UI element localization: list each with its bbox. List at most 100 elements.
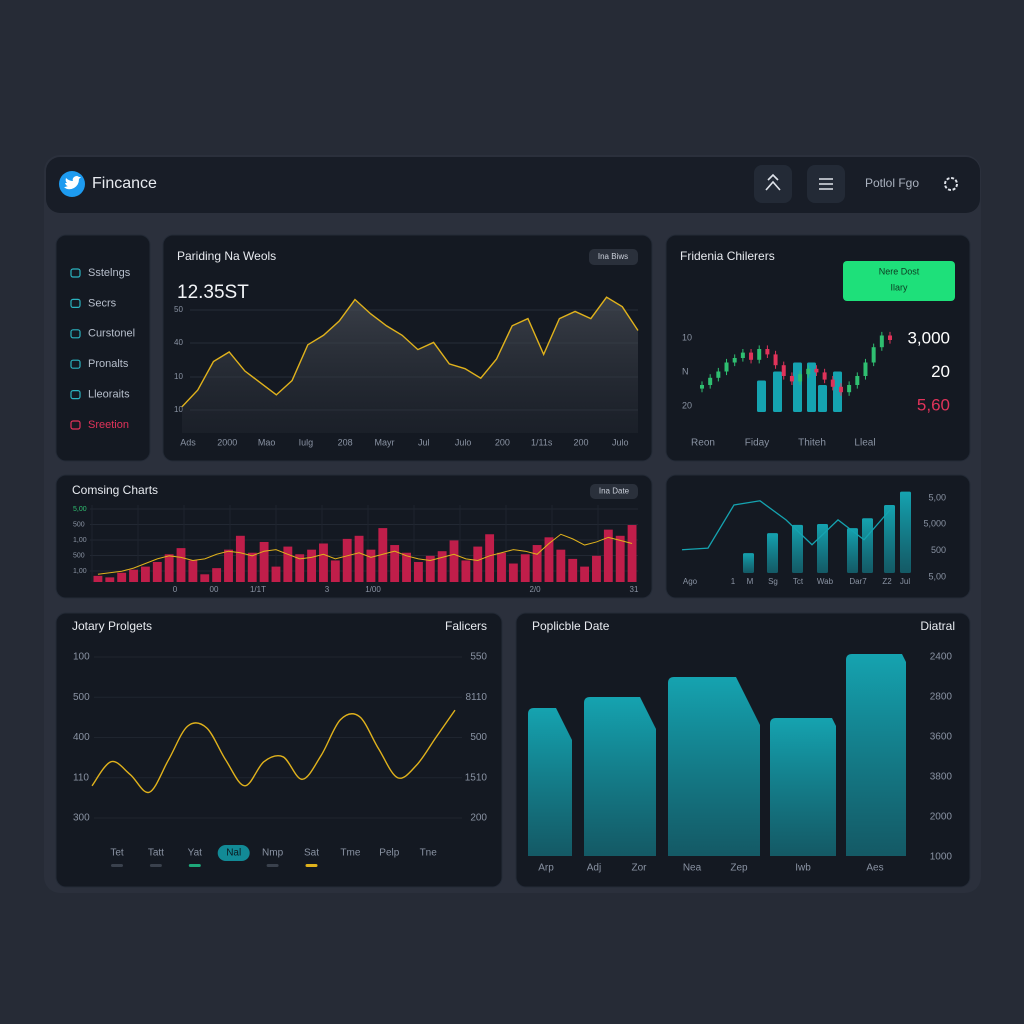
x-tick-label: Nea — [683, 863, 702, 874]
x-tick-label[interactable]: Tatt — [148, 848, 164, 859]
button[interactable] — [843, 261, 955, 301]
badge[interactable] — [589, 249, 638, 265]
x-tick-label: Sg — [768, 577, 778, 586]
menu-item[interactable]: Curstonel — [88, 328, 135, 340]
y-tick-label: 1000 — [930, 852, 953, 863]
x-tick-label: Wab — [817, 577, 834, 586]
profile[interactable]: Potlol Fgo — [865, 176, 919, 190]
x-tick-label: Jul — [418, 437, 430, 447]
x-tick-label[interactable]: Yat — [188, 848, 202, 859]
y-tick-label: 2400 — [930, 652, 953, 663]
menu-item[interactable]: Lleoraits — [88, 389, 130, 401]
selected-pill[interactable] — [217, 845, 250, 861]
bar — [485, 534, 495, 582]
x-tick-label: 208 — [338, 437, 353, 447]
bar — [770, 718, 836, 856]
bar — [402, 552, 411, 582]
bar — [283, 546, 293, 582]
y-tick-label: 20 — [682, 400, 692, 410]
y-tick-label-right: 550 — [470, 652, 487, 663]
bar — [544, 537, 554, 582]
bar — [767, 533, 778, 573]
bar — [580, 566, 590, 582]
line — [97, 533, 633, 575]
menu-item[interactable]: Sstelngs — [88, 267, 131, 279]
candle-body — [838, 386, 843, 393]
y-tick-label: 500 — [931, 545, 946, 555]
y-tick-label: 1,00 — [73, 568, 87, 575]
x-tick-label: Zep — [730, 863, 748, 874]
bar — [532, 545, 542, 582]
bar — [129, 569, 138, 582]
panel-title: Fridenia Chilerers — [680, 249, 775, 263]
x-tick-label[interactable]: Tet — [110, 848, 124, 859]
panel-title: Pariding Na Weols — [177, 249, 276, 263]
brand: Fincance — [92, 175, 157, 192]
x-tick-label[interactable]: Nmp — [262, 848, 284, 859]
y-tick-label-right: 200 — [470, 813, 487, 824]
button-label: Nere Dost — [879, 266, 920, 276]
x-tick-label: Arp — [538, 863, 554, 874]
bar — [568, 558, 578, 582]
bar — [413, 561, 423, 582]
badge[interactable] — [590, 484, 638, 499]
sidebar — [55, 234, 151, 462]
menu-icon — [70, 390, 81, 400]
x-tick-label: Fiday — [745, 438, 769, 449]
x-tick-label: 1/00 — [365, 585, 381, 594]
x-tick-label[interactable]: Pelp — [379, 848, 399, 859]
x-tick-label: 1/11s — [531, 437, 553, 447]
panel-title: Comsing Charts — [72, 483, 158, 497]
bar — [342, 538, 352, 582]
candle-body — [798, 374, 803, 382]
x-tick-label: Aes — [866, 863, 883, 874]
bar — [473, 546, 483, 582]
stat: 3,000 — [907, 328, 950, 347]
menu-icon — [70, 420, 81, 430]
bar — [900, 491, 911, 573]
candle-body — [863, 362, 868, 376]
tab-marker — [188, 864, 201, 867]
bar — [668, 677, 760, 856]
tab-marker — [305, 864, 318, 867]
bar — [508, 563, 518, 582]
bar — [846, 654, 906, 856]
bar — [437, 551, 447, 582]
x-tick-label[interactable]: Sat — [304, 848, 319, 859]
candle-body — [708, 377, 713, 385]
menu-item[interactable]: Sreetion — [88, 419, 129, 431]
settings-icon[interactable] — [944, 177, 958, 191]
panel — [55, 612, 503, 888]
bar — [378, 528, 388, 582]
y-tick-label-right: 1510 — [465, 772, 488, 783]
y-tick-label: 500 — [73, 552, 85, 559]
x-tick-label[interactable]: Tne — [420, 848, 438, 859]
x-tick-label: Dar7 — [849, 577, 867, 586]
x-tick-label[interactable]: Nal — [226, 848, 241, 859]
candle-body — [740, 352, 745, 358]
bar — [319, 543, 328, 582]
y-tick-label: 10 — [682, 332, 692, 342]
x-tick-label: Lleal — [854, 438, 875, 449]
x-tick-label: 2000 — [217, 437, 237, 447]
y-tick-label-right: 500 — [470, 732, 487, 743]
panel-title: Falicers — [445, 619, 487, 633]
menu-item[interactable]: Pronalts — [88, 358, 129, 370]
candle-body — [781, 365, 786, 376]
icon-button[interactable] — [754, 165, 792, 203]
x-tick-label[interactable]: Tme — [340, 848, 360, 859]
bar — [461, 560, 471, 582]
candle-body — [888, 335, 892, 340]
candle-body — [700, 385, 704, 389]
candle-body — [773, 354, 778, 366]
bar — [354, 535, 364, 582]
y-tick-label: 50 — [174, 305, 183, 314]
y-tick-label: 5,00 — [928, 571, 946, 581]
bar — [528, 708, 572, 856]
bar — [884, 504, 895, 573]
bar — [520, 554, 530, 582]
x-tick-label: Ago — [683, 577, 698, 586]
bar — [847, 528, 858, 573]
menu-item[interactable]: Secrs — [88, 297, 117, 309]
